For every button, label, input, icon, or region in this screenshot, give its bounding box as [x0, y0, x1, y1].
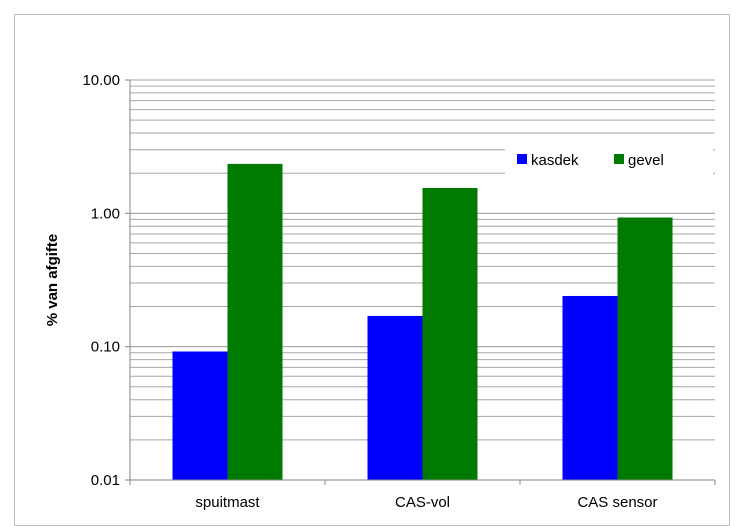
- bar-kasdek-cas-vol: [367, 315, 423, 480]
- y-tick-label: 10.00: [82, 72, 120, 89]
- y-tick-label: 1.00: [91, 205, 120, 222]
- y-tick-label: 0.01: [91, 472, 120, 489]
- x-tick-label: spuitmast: [195, 494, 260, 511]
- axes: [129, 80, 715, 481]
- legend-label-kasdek: kasdek: [531, 152, 579, 169]
- y-tick-label: 0.10: [91, 339, 120, 356]
- legend-box: [505, 146, 713, 174]
- legend-swatch-gevel: [614, 154, 624, 164]
- bars: [172, 163, 673, 481]
- legend-label-gevel: gevel: [628, 152, 664, 169]
- bar-gevel-cas-vol: [422, 187, 478, 480]
- bar-kasdek-spuitmast: [172, 351, 228, 480]
- legend: kasdek gevel: [505, 146, 713, 174]
- y-axis-title: % van afgifte: [44, 234, 61, 327]
- bar-kasdek-cas-sensor: [562, 295, 618, 480]
- bar-gevel-spuitmast: [227, 163, 283, 481]
- bar-gevel-cas-sensor: [617, 217, 673, 480]
- x-tick-label: CAS sensor: [577, 494, 657, 511]
- x-ticks: spuitmast CAS-vol CAS sensor: [129, 480, 716, 511]
- y-ticks: 10.00 1.00 0.10 0.01: [82, 72, 130, 489]
- x-tick-label: CAS-vol: [395, 494, 450, 511]
- legend-swatch-kasdek: [517, 154, 527, 164]
